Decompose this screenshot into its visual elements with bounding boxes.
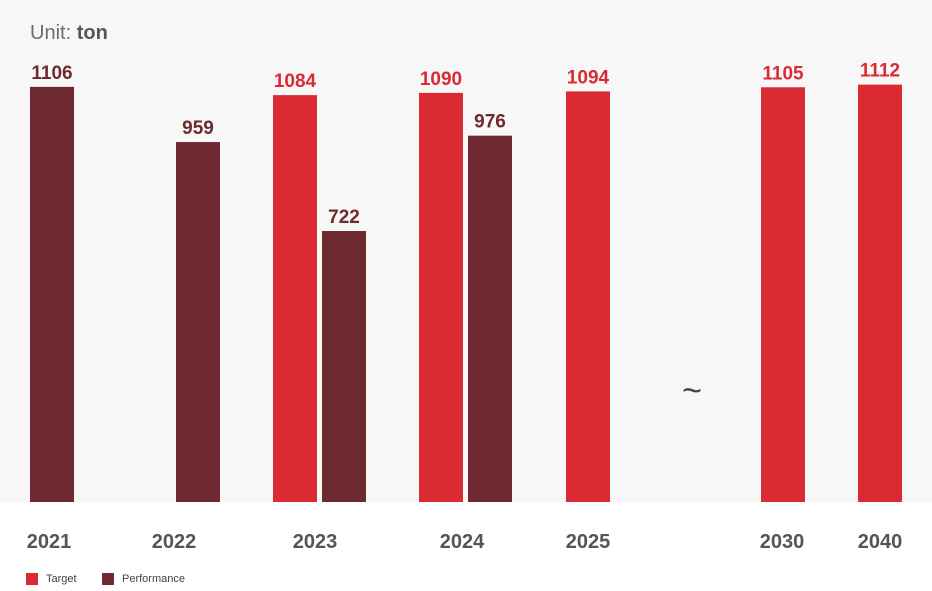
unit-value: ton (76, 22, 108, 44)
bar-target-2030 (761, 87, 805, 502)
data-label-target-2040: 1112 (860, 61, 900, 82)
bar-chart: 1084 1090 1094 1105 1112 1106 959 722 976 2021 202… (27, 61, 903, 553)
data-label-target-2030: 1105 (762, 63, 804, 84)
data-label-target-2023: 1084 (274, 71, 317, 92)
axis-break-symbol: ~ (682, 372, 702, 410)
legend-swatch-performance (102, 573, 114, 585)
legend-item-target: Target (26, 573, 77, 585)
data-label-performance-2022: 959 (182, 118, 214, 139)
legend-label-target: Target (46, 573, 77, 585)
bar-target-2025 (566, 91, 610, 503)
x-tick-label-2023: 2023 (293, 531, 338, 553)
data-label-performance-2023: 722 (328, 207, 360, 228)
x-tick-label-2025: 2025 (566, 531, 611, 553)
legend-item-performance: Performance (102, 573, 185, 585)
unit-label-text: Unit: (30, 22, 72, 44)
data-label-performance-2021: 1106 (31, 63, 72, 84)
bar-performance-2023 (322, 231, 366, 502)
bar-performance-2022 (176, 142, 220, 502)
bar-performance-2024 (468, 135, 512, 503)
x-tick-label-2022: 2022 (152, 531, 197, 553)
bar-performance-2021 (30, 86, 74, 502)
x-tick-label-2040: 2040 (858, 531, 903, 553)
x-tick-label-2030: 2030 (760, 531, 805, 553)
data-label-target-2024: 1090 (420, 69, 462, 90)
bar-target-2024 (419, 92, 463, 503)
x-tick-label-2021: 2021 (27, 531, 72, 553)
unit-label: Unit: ton (30, 22, 108, 45)
legend-label-performance: Performance (122, 573, 185, 585)
bar-target-2023 (273, 95, 317, 503)
data-label-target-2025: 1094 (567, 67, 610, 88)
bar-target-2040 (858, 84, 902, 502)
legend-swatch-target (26, 573, 38, 585)
x-tick-label-2024: 2024 (440, 531, 485, 553)
data-label-performance-2024: 976 (474, 112, 506, 133)
